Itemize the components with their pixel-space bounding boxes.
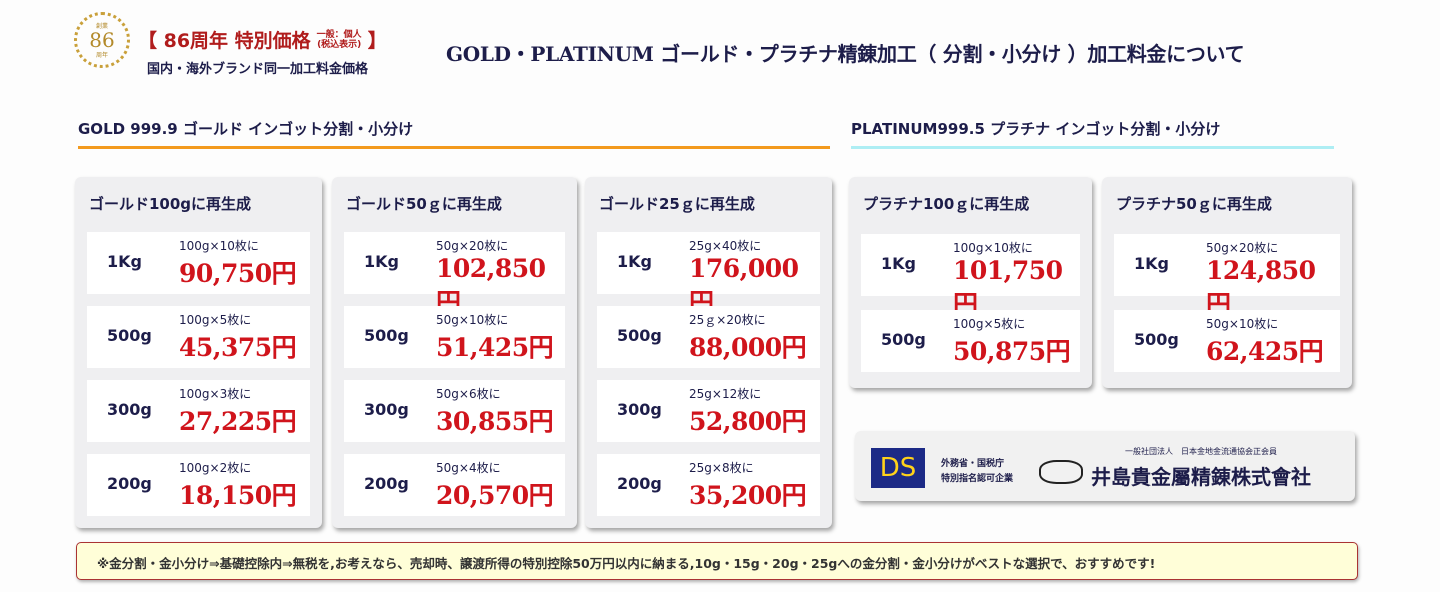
price-row: 500g 100g×5枚に 50,875円	[861, 310, 1080, 372]
price: 51,425円	[436, 333, 554, 362]
subpromo: 国内・海外ブランド同一加工料金価格	[147, 62, 369, 77]
price-row: 300g 50g×6枚に 30,855円	[344, 380, 565, 442]
price-row: 500g 25ｇ×20枚に 88,000円	[597, 306, 820, 368]
authorization-text: 外務省・国税庁 特別指名認可企業	[941, 457, 1013, 487]
gold-section-heading: GOLD 999.9 ゴールド インゴット分割・小分け	[78, 120, 414, 138]
weight: 300g	[107, 400, 152, 419]
ds-logo: DS	[871, 448, 925, 488]
split-detail: 50g×6枚に	[436, 387, 501, 401]
weight: 300g	[617, 400, 662, 419]
split-detail: 50g×10枚に	[436, 313, 509, 327]
card-title: プラチナ100ｇに再生成	[863, 195, 1030, 213]
company-badge: DS 外務省・国税庁 特別指名認可企業 一般社団法人 日本金地金流通協会正会員 井…	[855, 431, 1355, 501]
split-detail: 25g×40枚に	[689, 239, 762, 253]
price-row: 200g 25g×8枚に 35,200円	[597, 454, 820, 516]
price: 27,225円	[179, 407, 297, 436]
weight: 1Kg	[881, 254, 916, 273]
split-detail: 25g×12枚に	[689, 387, 762, 401]
split-detail: 25g×8枚に	[689, 461, 754, 475]
split-detail: 100g×5枚に	[953, 317, 1026, 331]
split-detail: 50g×10枚に	[1206, 317, 1279, 331]
price-row: 1Kg 50g×20枚に 124,850円	[1114, 234, 1340, 319]
weight: 200g	[107, 474, 152, 493]
price-row: 1Kg 100g×10枚に 90,750円	[87, 232, 310, 294]
tax-note: ※金分割・金小分け⇒基礎控除内⇒無税を,お考えなら、売却時、譲渡所得の特別控除5…	[76, 542, 1358, 580]
card-title: ゴールド100gに再生成	[89, 195, 252, 213]
anniversary-seal-logo: 創業 86 周年	[74, 12, 130, 68]
split-detail: 100g×2枚に	[179, 461, 252, 475]
page-title: GOLD・PLATINUM ゴールド・プラチナ精錬加工（ 分割・小分け ）加工料…	[446, 42, 1245, 66]
company-name: 井島貴金屬精錬株式會社	[1091, 465, 1311, 489]
price-row: 200g 100g×2枚に 18,150円	[87, 454, 310, 516]
gold-card: ゴールド50ｇに再生成 1Kg 50g×20枚に 102,850円 500g 5…	[332, 177, 577, 528]
price-row: 300g 25g×12枚に 52,800円	[597, 380, 820, 442]
promo-heading: 【 86周年 特別価格 一般：個人 (税込表示) 】	[138, 26, 387, 53]
weight: 500g	[364, 326, 409, 345]
platinum-card: プラチナ100ｇに再生成 1Kg 100g×10枚に 101,750円 500g…	[849, 177, 1092, 388]
gold-card: ゴールド25ｇに再生成 1Kg 25g×40枚に 176,000円 500g 2…	[585, 177, 832, 528]
gold-card: ゴールド100gに再生成 1Kg 100g×10枚に 90,750円 500g …	[75, 177, 322, 528]
weight: 500g	[1134, 330, 1179, 349]
price: 35,200円	[689, 481, 807, 510]
seal-bottom: 周年	[95, 52, 108, 59]
price: 90,750円	[179, 259, 297, 288]
split-detail: 100g×10枚に	[179, 239, 259, 253]
promo-note-1: 一般：個人	[316, 29, 362, 40]
auth-line-1: 外務省・国税庁	[941, 459, 1005, 469]
weight: 500g	[107, 326, 152, 345]
price-row: 1Kg 50g×20枚に 102,850円	[344, 232, 565, 317]
promo-text: 【 86周年 特別価格	[138, 30, 311, 52]
price: 18,150円	[179, 481, 297, 510]
weight: 1Kg	[1134, 254, 1169, 273]
split-detail: 100g×10枚に	[953, 241, 1033, 255]
weight: 500g	[617, 326, 662, 345]
card-title: ゴールド25ｇに再生成	[599, 195, 755, 213]
price-row: 200g 50g×4枚に 20,570円	[344, 454, 565, 516]
split-detail: 100g×5枚に	[179, 313, 252, 327]
price-row: 500g 100g×5枚に 45,375円	[87, 306, 310, 368]
platinum-section-heading: PLATINUM999.5 プラチナ インゴット分割・小分け	[851, 120, 1221, 138]
card-title: ゴールド50ｇに再生成	[346, 195, 502, 213]
price-row: 1Kg 25g×40枚に 176,000円	[597, 232, 820, 317]
seal-number: 86	[89, 28, 115, 52]
price: 50,875円	[953, 337, 1071, 366]
weight: 500g	[881, 330, 926, 349]
platinum-card: プラチナ50ｇに再生成 1Kg 50g×20枚に 124,850円 500g 5…	[1102, 177, 1352, 388]
promo-bracket: 】	[367, 30, 387, 52]
price: 62,425円	[1206, 337, 1324, 366]
price-row: 500g 50g×10枚に 62,425円	[1114, 310, 1340, 372]
weight: 1Kg	[617, 252, 652, 271]
weight: 1Kg	[364, 252, 399, 271]
auth-line-2: 特別指名認可企業	[941, 474, 1014, 484]
association-text: 一般社団法人 日本金地金流通協会正会員	[1125, 447, 1277, 456]
split-detail: 50g×20枚に	[436, 239, 509, 253]
promo-note-2: (税込表示)	[317, 39, 362, 50]
split-detail: 50g×4枚に	[436, 461, 501, 475]
promo-note: 一般：個人 (税込表示)	[317, 30, 362, 50]
price: 52,800円	[689, 407, 807, 436]
split-detail: 50g×20枚に	[1206, 241, 1279, 255]
company-crest-icon	[1039, 460, 1083, 484]
weight: 300g	[364, 400, 409, 419]
price: 45,375円	[179, 333, 297, 362]
card-title: プラチナ50ｇに再生成	[1116, 195, 1272, 213]
split-detail: 100g×3枚に	[179, 387, 252, 401]
price: 88,000円	[689, 333, 807, 362]
price-row: 1Kg 100g×10枚に 101,750円	[861, 234, 1080, 319]
platinum-divider	[851, 146, 1334, 149]
seal-top: 創業	[95, 23, 108, 30]
price-row: 300g 100g×3枚に 27,225円	[87, 380, 310, 442]
price: 30,855円	[436, 407, 554, 436]
weight: 1Kg	[107, 252, 142, 271]
price-row: 500g 50g×10枚に 51,425円	[344, 306, 565, 368]
weight: 200g	[617, 474, 662, 493]
gold-divider	[78, 146, 830, 149]
price: 20,570円	[436, 481, 554, 510]
split-detail: 25ｇ×20枚に	[689, 313, 766, 327]
weight: 200g	[364, 474, 409, 493]
